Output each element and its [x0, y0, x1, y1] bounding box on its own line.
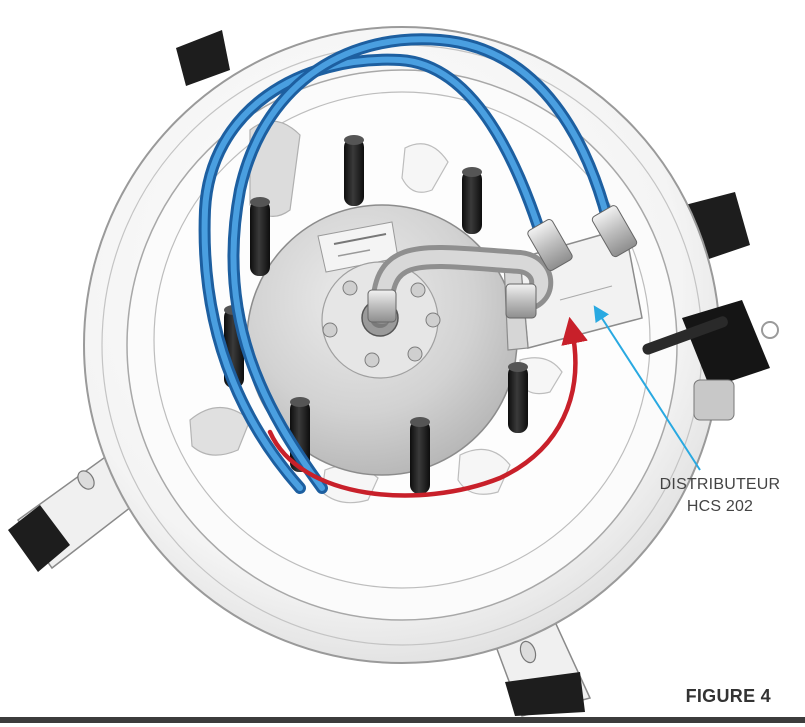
metal-tube [367, 244, 554, 324]
hose-fittings [527, 205, 638, 271]
callout-line-1: DISTRIBUTEUR [659, 476, 781, 493]
leader-line [593, 305, 701, 471]
leg-top [176, 30, 230, 86]
figure-caption: FIGURE 4 [685, 686, 771, 706]
clamp-knob [642, 300, 779, 421]
dome-bolts [322, 280, 441, 368]
bottom-rule [0, 717, 805, 723]
distributor-callout-label: DISTRIBUTEUR HCS 202 [640, 474, 800, 518]
blue-hose-2 [227, 33, 618, 494]
rotation-arrow [267, 316, 588, 498]
blue-hose-1 [198, 53, 551, 494]
callout-line-2: HCS 202 [686, 498, 754, 515]
leg-left [8, 453, 142, 572]
